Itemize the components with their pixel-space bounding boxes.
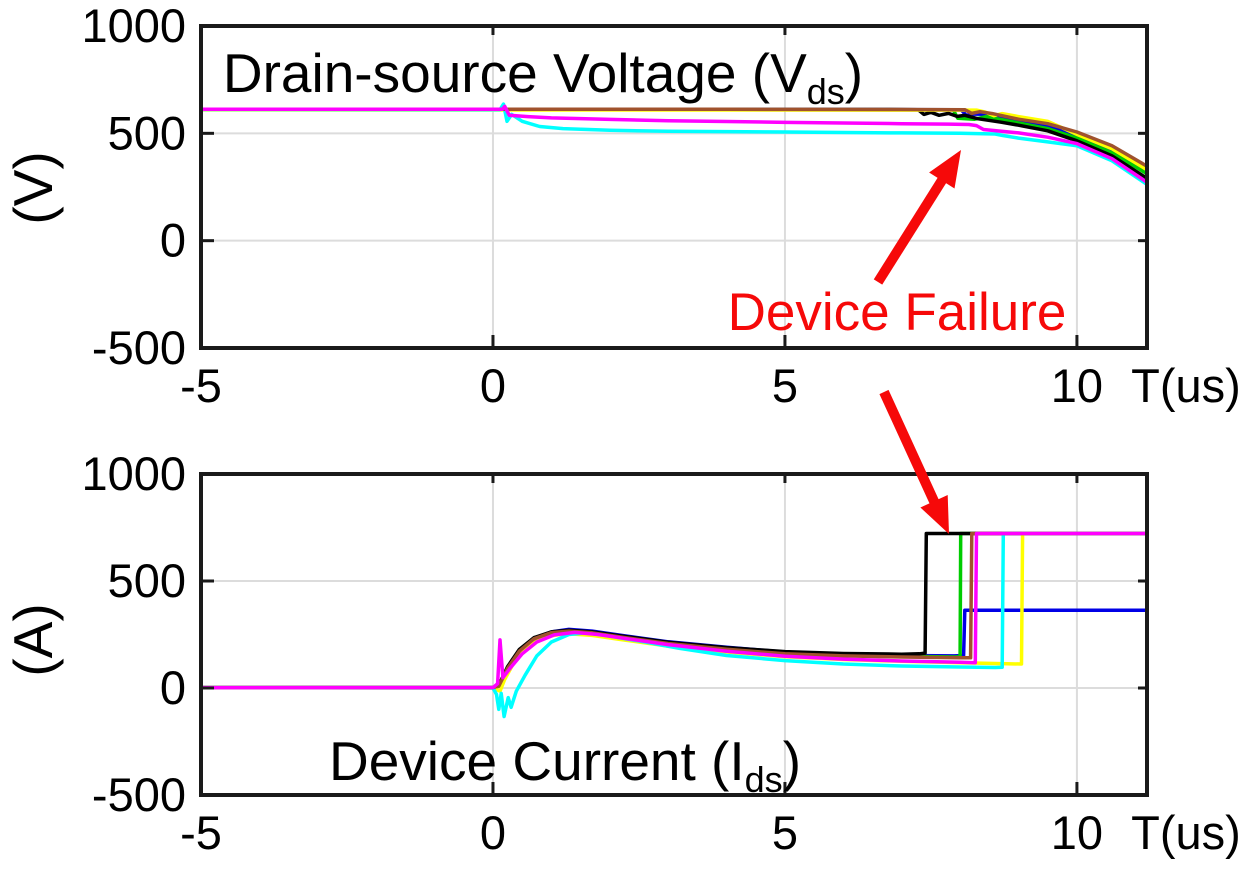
- series-brown-line: [199, 107, 1149, 168]
- y-tick-label: 500: [108, 554, 186, 607]
- x-axis-label: T(us): [1131, 806, 1241, 859]
- device-failure-label: Device Failure: [728, 283, 1067, 342]
- y-tick-label: 500: [108, 106, 186, 159]
- annotation-group: Device Failure: [728, 150, 1067, 534]
- x-tick-label: 10: [1051, 359, 1103, 412]
- series-magenta-line: [199, 104, 1149, 185]
- axis-box: [199, 472, 1149, 797]
- x-tick-label: 5: [772, 359, 798, 412]
- x-axis-label: T(us): [1131, 359, 1241, 412]
- y-axis-label: (A): [2, 603, 64, 676]
- series-black-line: [199, 107, 1149, 181]
- arrow-shaft: [879, 389, 945, 517]
- plot-current: -5 0 5 10 1000 500 0 -500 T(us) (A) Device Current…: [2, 447, 1241, 859]
- x-tick-label: 0: [480, 359, 506, 412]
- arrow-head: [920, 495, 949, 534]
- plot-title: Device Current (Ids): [329, 730, 801, 800]
- x-tick-label: 10: [1051, 806, 1103, 859]
- series-group: [199, 102, 1149, 187]
- y-tick-label: 0: [160, 661, 186, 714]
- y-tick-label: 1000: [81, 0, 186, 52]
- x-tick-label: -5: [180, 806, 222, 859]
- y-tick-label: 0: [160, 214, 186, 267]
- y-tick-label: 1000: [81, 447, 186, 500]
- arrow-shaft: [873, 165, 954, 285]
- plot-area: [201, 474, 1147, 795]
- x-tick-label: 0: [480, 806, 506, 859]
- y-axis-label: (V): [2, 151, 64, 224]
- plot-area: [201, 26, 1147, 348]
- y-tick-label: -500: [92, 768, 186, 821]
- axis-box: [199, 24, 1149, 350]
- series-cyan-line: [199, 102, 1149, 187]
- plot-voltage: -5 0 5 10 1000 500 0 -500 T(us) (V) Drain-source V…: [2, 0, 1241, 412]
- arrow-head: [929, 150, 961, 189]
- series-group: [199, 531, 1149, 719]
- series-magenta-line: [199, 531, 1149, 690]
- y-tick-label: -500: [92, 321, 186, 374]
- plot-title: Drain-source Voltage (Vds): [223, 42, 863, 112]
- x-tick-label: 5: [772, 806, 798, 859]
- x-tick-label: -5: [180, 359, 222, 412]
